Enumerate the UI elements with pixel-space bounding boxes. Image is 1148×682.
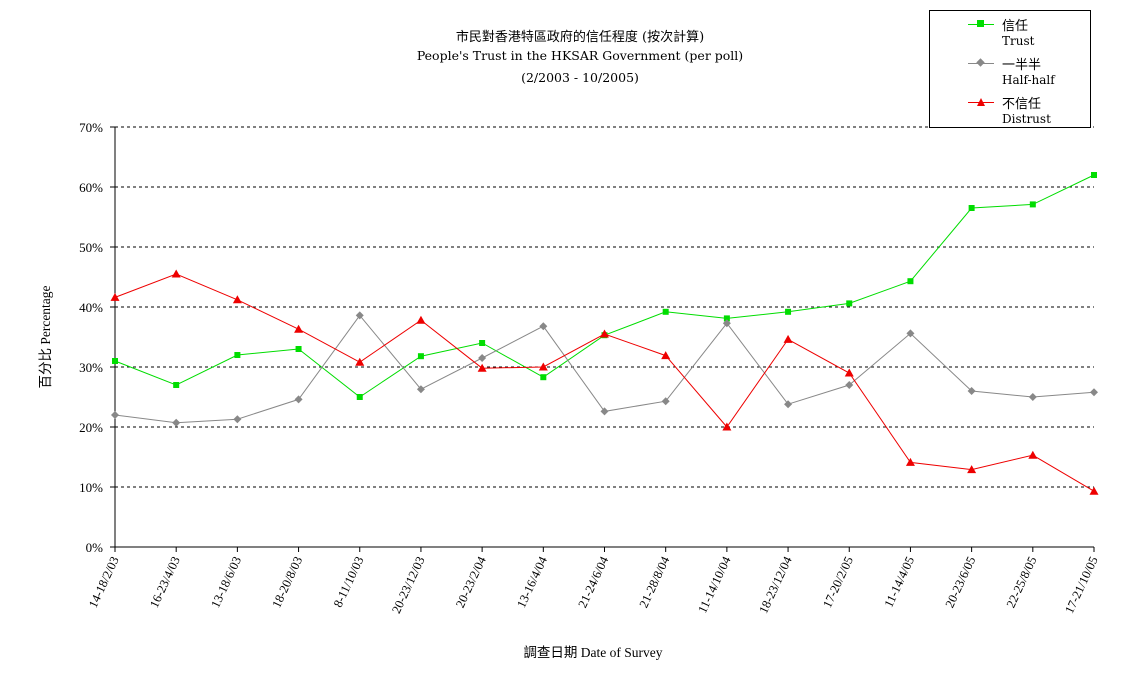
data-point-distrust xyxy=(661,351,671,360)
x-tick-label: 20-23/2/04 xyxy=(453,554,489,610)
data-point-trust xyxy=(112,358,118,364)
data-point-distrust xyxy=(905,457,915,466)
legend: 信任 Trust 一半半 Half-half 不信任 Distrust xyxy=(929,10,1091,128)
data-point-trust xyxy=(356,394,363,400)
data-point-half-half xyxy=(661,397,670,406)
data-point-trust xyxy=(723,315,730,322)
data-point-trust xyxy=(968,205,975,211)
x-tick-label: 11-14/10/04 xyxy=(695,554,734,616)
y-tick-label: 60% xyxy=(79,180,103,195)
legend-label-en: Distrust xyxy=(1002,112,1051,126)
data-point-trust xyxy=(540,374,547,381)
data-point-distrust xyxy=(783,334,793,343)
data-point-half-half xyxy=(845,381,854,389)
x-tick-label: 21-28/8/04 xyxy=(637,554,673,610)
data-point-distrust xyxy=(477,363,487,372)
data-point-distrust xyxy=(294,324,304,333)
data-point-half-half xyxy=(355,311,364,320)
x-tick-label: 20-23/6/05 xyxy=(942,554,978,610)
y-tick-label: 50% xyxy=(79,240,103,255)
y-tick-label: 20% xyxy=(79,420,103,435)
data-point-trust xyxy=(234,352,241,358)
data-point-distrust xyxy=(1089,486,1099,495)
data-point-trust xyxy=(173,382,180,388)
legend-label-en: Half-half xyxy=(1002,73,1055,87)
x-tick-label: 21-24/6/04 xyxy=(575,554,611,610)
legend-item-distrust: 不信任 Distrust xyxy=(930,89,1090,127)
data-point-half-half xyxy=(111,411,119,419)
data-point-half-half xyxy=(539,322,548,331)
x-tick-label: 17-21/10/05 xyxy=(1062,554,1101,615)
legend-label-cn: 信任 xyxy=(1002,19,1029,34)
data-point-half-half xyxy=(478,354,487,362)
data-point-half-half xyxy=(967,387,976,395)
legend-item-half-half: 一半半 Half-half xyxy=(930,50,1090,88)
x-tick-label: 18-20/8/03 xyxy=(269,554,305,610)
data-point-distrust xyxy=(1028,450,1038,459)
data-point-distrust xyxy=(110,292,120,301)
chart-title-english: People's Trust in the HKSAR Government (… xyxy=(416,48,744,63)
x-axis-title: 調查日期 Date of Survey xyxy=(523,645,662,660)
square-marker-icon xyxy=(977,20,984,27)
legend-item-trust: 信任 Trust xyxy=(930,11,1090,49)
x-tick-label: 13-18/6/03 xyxy=(208,554,244,610)
data-point-distrust xyxy=(171,269,181,278)
data-point-half-half xyxy=(1090,388,1098,397)
data-point-half-half xyxy=(784,400,793,409)
legend-label-cn: 一半半 xyxy=(1002,58,1042,73)
data-point-trust xyxy=(785,308,792,315)
data-point-trust xyxy=(907,278,914,285)
data-point-distrust xyxy=(600,329,609,338)
data-point-half-half xyxy=(722,319,731,328)
data-point-distrust xyxy=(416,315,426,324)
data-point-distrust xyxy=(232,295,242,304)
data-point-distrust xyxy=(967,465,977,474)
data-point-distrust xyxy=(844,368,854,377)
y-axis-title: 百分比 Percentage xyxy=(38,285,53,388)
y-tick-label: 30% xyxy=(79,360,103,375)
series-line-trust xyxy=(114,174,1095,398)
chart-title-chinese: 市民對香港特區政府的信任程度 (按次計算) xyxy=(455,30,705,45)
legend-label-en: Trust xyxy=(1002,34,1035,48)
x-tick-label: 8-11/10/03 xyxy=(331,554,367,609)
data-point-half-half xyxy=(906,329,915,338)
x-tick-label: 18-23/12/04 xyxy=(756,554,795,616)
data-point-trust xyxy=(1091,172,1097,178)
data-point-trust xyxy=(846,300,853,307)
x-tick-label: 13-16/4/04 xyxy=(514,554,550,610)
data-point-half-half xyxy=(416,385,425,394)
x-tick-label: 11-14/4/05 xyxy=(881,554,917,609)
data-point-trust xyxy=(295,346,302,352)
data-point-half-half xyxy=(1028,393,1037,401)
data-point-half-half xyxy=(600,407,609,416)
y-tick-label: 40% xyxy=(79,300,103,315)
x-tick-label: 14-18/2/03 xyxy=(86,554,122,610)
data-point-trust xyxy=(662,308,669,315)
x-tick-label: 16-23/4/03 xyxy=(147,554,183,610)
y-tick-label: 70% xyxy=(79,120,103,135)
data-point-half-half xyxy=(172,418,181,427)
data-point-distrust xyxy=(538,362,548,371)
data-point-distrust xyxy=(722,422,732,431)
data-point-half-half xyxy=(294,395,303,404)
legend-label-cn: 不信任 xyxy=(1002,97,1042,112)
y-tick-label: 0% xyxy=(86,540,104,555)
data-point-trust xyxy=(1029,201,1036,208)
y-tick-label: 10% xyxy=(79,480,103,495)
data-point-half-half xyxy=(233,415,242,424)
diamond-marker-icon xyxy=(976,58,985,67)
x-tick-label: 17-20/2/05 xyxy=(820,554,856,610)
x-tick-label: 20-23/12/03 xyxy=(389,554,428,615)
chart-title-date-range: (2/2003 - 10/2005) xyxy=(521,70,639,85)
x-tick-label: 22-25/8/05 xyxy=(1004,554,1040,610)
data-point-trust xyxy=(479,340,486,346)
triangle-marker-icon xyxy=(977,98,985,106)
data-point-trust xyxy=(417,353,424,360)
data-point-distrust xyxy=(355,357,365,366)
